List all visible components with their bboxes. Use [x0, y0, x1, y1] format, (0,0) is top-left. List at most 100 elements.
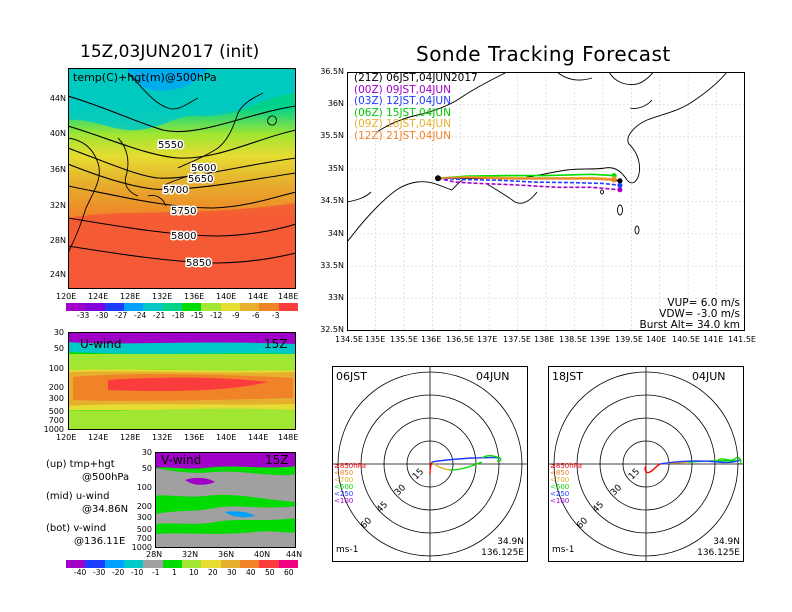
colorbar-tick: -24: [134, 311, 147, 320]
lat-tick: 28N: [146, 550, 163, 559]
lat-tick: 28N: [49, 236, 66, 245]
hodograph: [429, 455, 502, 475]
colorbar-tick: 20: [208, 568, 218, 577]
lat-tick: 32N: [182, 550, 199, 559]
panel-legend: (up) tmp+hgt @500hPa (mid) u-wind @34.86…: [46, 458, 156, 548]
contour-label: 5600: [191, 163, 216, 174]
colorbar-tick: -30: [96, 311, 109, 320]
colorbar-tick: -6: [252, 311, 260, 320]
map500-lat-axis: 44N 40N 36N 32N 28N 24N: [46, 68, 68, 289]
polar-panel-18jst: 18JST 04JUN 15 30 45 60 ≥850hPa <850 <70…: [548, 366, 744, 562]
lon-tick: 137.5E: [503, 335, 531, 344]
colorbar-tick: -12: [210, 311, 223, 320]
level-label: <700: [550, 476, 569, 484]
track-legend: (21Z) 06JST,04JUN2017 (00Z) 09JST,04JUN …: [354, 72, 478, 142]
cold-core-region: [128, 68, 208, 91]
legend-bot-level: @136.11E: [74, 536, 126, 547]
lon-tick: 140.5E: [672, 335, 700, 344]
lat-tick: 32N: [49, 201, 66, 210]
lon-tick: 136E: [184, 433, 205, 442]
track-grid: [347, 72, 745, 331]
track-legend-item: (03Z) 12JST,04JUN: [354, 95, 451, 107]
left-title: 15Z,03JUN2017 (init): [80, 42, 260, 62]
p-tick: 100: [48, 364, 64, 373]
uwind-time: 15Z: [264, 337, 288, 351]
lon-tick: 144E: [248, 292, 269, 301]
p-tick: 200: [48, 383, 64, 392]
polar-lon: 136.125E: [481, 548, 524, 558]
track-lines: [435, 173, 623, 193]
track-legend-item: (00Z) 09JST,04JUN: [354, 83, 451, 96]
lat-tick: 24N: [49, 270, 66, 279]
polar-date: 04JUN: [476, 370, 510, 383]
map-500hpa-svg: 5550 5600 5650 5700 5750 5800 5850 temp(…: [67, 68, 297, 289]
lon-tick: 141.5E: [728, 335, 756, 344]
colorbar-tick: 30: [227, 568, 237, 577]
p-tick: 100: [136, 483, 152, 492]
lon-tick: 136.5E: [446, 335, 474, 344]
polar-lat: 34.9N: [497, 537, 524, 547]
uwind-label: U-wind: [80, 337, 121, 351]
islands: [600, 189, 640, 235]
right-title: Sonde Tracking Forecast: [416, 42, 671, 66]
launch-point: [435, 175, 441, 182]
level-label: ≥850hPa: [550, 462, 582, 470]
landing-point: [611, 177, 617, 183]
lon-tick: 140E: [216, 292, 237, 301]
vwind-label: V-wind: [161, 453, 201, 467]
map-frame: [68, 68, 296, 289]
level-label: <850: [550, 469, 569, 477]
legend-up: (up) tmp+hgt: [46, 459, 115, 470]
map-500hpa-label: temp(C)+hgt(m)@500hPa: [73, 71, 217, 84]
colorbar-tick: -20: [112, 568, 125, 577]
lon-tick: 139.5E: [615, 335, 643, 344]
map500-lon-axis: 120E 124E 128E 132E 136E 140E 144E 148E: [56, 292, 306, 302]
level-label: <100: [550, 497, 569, 505]
colorbar-tick: 40: [246, 568, 256, 577]
track-legend-item: (12Z) 21JST,04JUN: [354, 129, 451, 142]
colorbar-tick: 60: [284, 568, 294, 577]
warm-region: [68, 203, 296, 289]
lon-tick: 148E: [278, 433, 299, 442]
ascent-params: VUP= 6.0 m/s VDW= -3.0 m/s Burst Alt= 34…: [640, 298, 740, 331]
track-legend-item: (09Z) 18JST,04JUN: [354, 118, 451, 130]
polar-svg: 06JST 04JUN 15 30 45 60 ≥850hPa <850 <70…: [332, 366, 528, 562]
p-tick: 50: [53, 344, 64, 353]
lon-tick: 140E: [646, 335, 667, 344]
lon-tick: 137E: [477, 335, 498, 344]
p-tick: 500: [136, 525, 152, 534]
cold-air-region: [68, 68, 296, 131]
p-tick: 30: [53, 328, 64, 337]
uwind-p-axis: 30 50 100 200 300 500 700 1000: [40, 328, 66, 434]
lat-tick: 44N: [286, 550, 303, 559]
legend-mid: (mid) u-wind: [46, 491, 110, 502]
colorbar-tick: 50: [265, 568, 275, 577]
vwind-p-axis: 30 50 100 200 300 500 700 1000: [128, 448, 154, 552]
level-label: <250: [334, 490, 353, 498]
vwind-panel: V-wind 15Z: [155, 452, 296, 548]
track-legend-item: (06Z) 15JST,04JUN: [354, 106, 451, 119]
p-tick: 30: [141, 448, 152, 457]
map-500hpa-panel: 5550 5600 5650 5700 5750 5800 5850 temp(…: [67, 68, 297, 289]
polar-svg: 18JST 04JUN 15 30 45 60 ≥850hPa <850 <70…: [548, 366, 744, 562]
track-lat-axis: 36.5N 36N 35.5N 35N 34.5N 34N 33.5N 33N …: [316, 67, 346, 334]
track-frame: [347, 72, 745, 331]
lon-tick: 132E: [152, 292, 173, 301]
p-tick: 700: [136, 534, 152, 543]
lat-tick: 36N: [327, 99, 344, 108]
lat-tick: 35N: [327, 164, 344, 173]
landing-point: [617, 182, 623, 188]
p-tick: 300: [48, 394, 64, 403]
level-label: <100: [334, 497, 353, 505]
lat-tick: 36N: [49, 165, 66, 174]
hodograph: [644, 456, 742, 474]
landing-point: [617, 178, 623, 184]
contour-label: 5850: [186, 258, 211, 269]
vup-value: VUP= 6.0 m/s: [667, 297, 740, 309]
polar-unit: ms-1: [552, 545, 574, 555]
height-contours: [67, 95, 297, 264]
colorbar-tick: 10: [189, 568, 199, 577]
colorbar-tick: -3: [272, 311, 280, 320]
level-label: ≥850hPa: [334, 462, 366, 470]
lat-tick: 36N: [218, 550, 235, 559]
